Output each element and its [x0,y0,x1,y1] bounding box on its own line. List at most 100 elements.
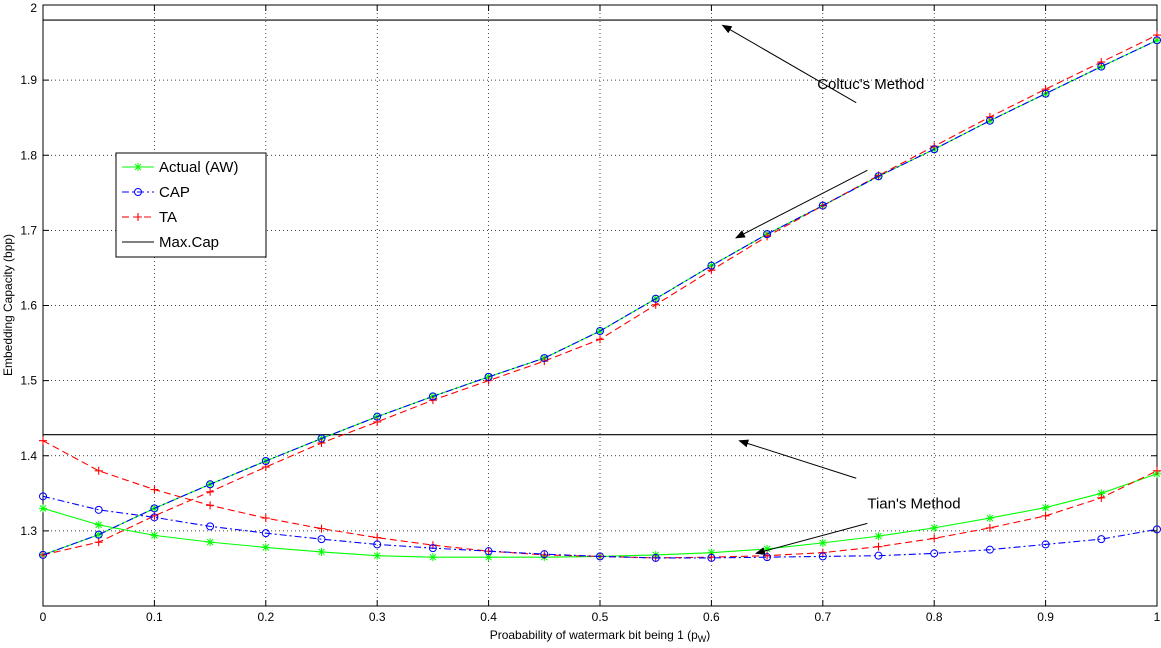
data-point [874,542,883,551]
data-point [428,392,437,401]
data-point [261,457,270,466]
data-point [39,504,47,513]
data-point [1041,85,1050,94]
data-point [540,550,549,559]
data-point [707,261,716,270]
annotation-arrow [754,522,868,555]
data-point [763,553,772,562]
series-coltuc-2 [39,31,1161,559]
y-axis-label: Embedding Capacity (bpp) [1,234,15,376]
data-point [428,544,437,553]
data-point [206,522,215,531]
data-point [150,513,159,522]
data-point [1041,503,1050,512]
data-point [373,412,382,421]
data-point [94,520,103,529]
annotation-0: Coltuc's Method [721,24,924,239]
data-point [1097,493,1106,502]
data-point [261,543,270,552]
data-point [1097,62,1106,71]
data-point [1097,489,1106,498]
data-point [317,535,326,544]
data-point [94,505,103,514]
data-point [206,501,215,510]
data-point [1041,540,1050,549]
series-line [42,495,1158,559]
data-point [651,294,660,303]
y-tick-label: 1.5 [20,374,37,388]
x-tick-label: 0.3 [369,610,386,624]
x-tick-label: 0.7 [814,610,831,624]
data-point [39,492,47,501]
series-line [42,39,1158,556]
data-point [818,201,827,210]
x-axis-label-close: ) [706,628,710,642]
annotation-label: Tian's Method [867,495,960,512]
x-axis-label-sub: W [698,634,707,644]
data-point [317,524,326,533]
data-point [985,116,994,125]
annotation-label: Coltuc's Method [817,76,924,93]
data-point [261,514,270,523]
data-point [150,511,159,520]
data-point [596,552,604,561]
data-point [1153,466,1161,475]
legend-entry-0: Actual (AW) [122,159,238,176]
legend-marker [134,163,142,171]
data-point [930,523,939,532]
data-point [763,551,772,560]
y-tick-label: 1.9 [20,73,37,87]
data-point [930,145,939,154]
data-point [874,551,883,560]
annotation-1: Tian's Method [738,439,961,555]
series-coltuc-1 [39,36,1161,559]
legend-entry-3: Max.Cap [122,234,219,251]
x-tick-label: 0.9 [1037,610,1054,624]
y-tick-label: 1.3 [20,524,37,538]
series-layer [39,19,1161,562]
data-point [596,335,604,344]
annotation-arrow [735,169,868,239]
y-tick-label: 1.8 [20,148,37,162]
data-point [261,529,270,538]
data-point [1097,62,1106,71]
data-point [39,550,47,559]
x-axis-label-main: Proabability of watermark bit being 1 (p [490,628,698,642]
legend-label: Actual (AW) [159,159,238,176]
y-tick-label: 1.6 [20,299,37,313]
data-point [985,523,994,532]
data-point [484,372,493,381]
data-point [651,553,660,562]
legend-box [115,152,267,258]
x-tick-label: 0.4 [480,610,497,624]
data-point [930,534,939,543]
data-point [1097,535,1106,544]
legend-entry-1: CAP [122,184,190,201]
x-tick-label: 0.5 [592,610,609,624]
data-point [39,550,47,559]
legend-marker [134,188,142,196]
y-tick-label: 1.7 [20,223,37,237]
annotation-arrow [738,439,857,479]
data-point [94,466,103,475]
data-point [874,172,883,181]
data-point [1153,36,1161,45]
data-point [94,530,103,539]
data-point [1097,58,1106,67]
data-point [818,552,827,561]
x-tick-label: 0.1 [146,610,163,624]
data-point [317,547,326,556]
data-point [763,230,772,239]
x-tick-label: 1 [1154,610,1161,624]
data-point [1153,31,1161,40]
data-point [874,532,883,541]
annotation-arrow [721,24,857,104]
legend-label: TA [159,209,177,226]
data-point [930,549,939,558]
data-point [206,480,215,489]
data-point [206,538,215,547]
data-point [1041,511,1050,520]
data-point [1041,89,1050,98]
data-point [707,548,716,557]
